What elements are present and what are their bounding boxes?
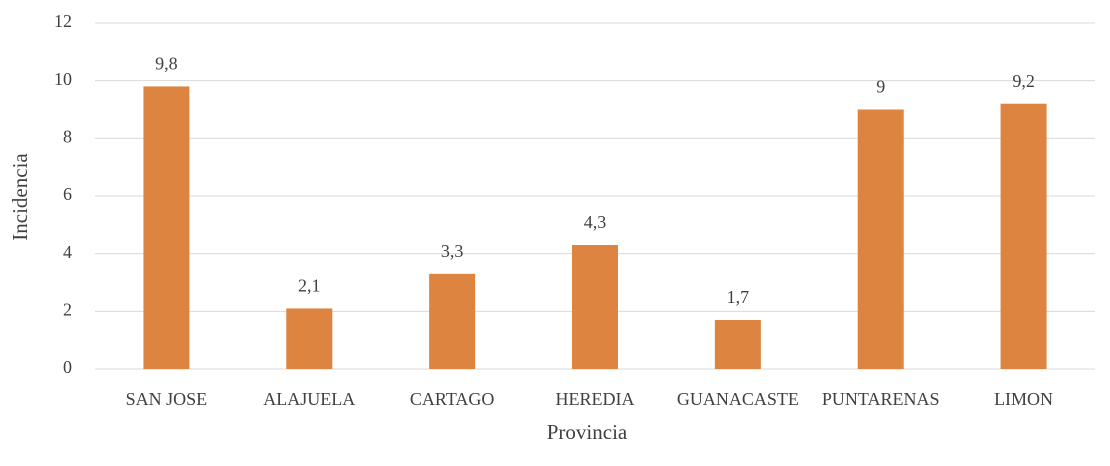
data-label: 2,1: [298, 276, 321, 296]
x-tick-label: GUANACASTE: [677, 389, 799, 409]
x-tick-label: ALAJUELA: [263, 389, 355, 409]
bar: [1000, 103, 1047, 369]
y-tick-label: 8: [63, 126, 72, 146]
y-axis-label: Incidencia: [8, 153, 32, 241]
data-label: 4,3: [584, 212, 607, 232]
y-tick-label: 10: [54, 69, 72, 89]
y-tick-label: 2: [63, 299, 72, 319]
data-label: 9: [876, 77, 885, 97]
bar: [572, 245, 618, 369]
bar: [143, 86, 190, 369]
x-tick-label: HEREDIA: [556, 389, 635, 409]
x-tick-label: PUNTARENAS: [822, 389, 940, 409]
y-tick-label: 12: [54, 11, 72, 31]
x-tick-label: LIMON: [994, 389, 1053, 409]
data-label: 3,3: [441, 241, 464, 261]
y-tick-label: 6: [63, 184, 72, 204]
x-axis-label: Provincia: [547, 420, 628, 444]
data-label: 9,8: [155, 54, 178, 74]
x-tick-label: CARTAGO: [410, 389, 494, 409]
bar: [857, 109, 904, 369]
bar: [286, 308, 333, 369]
y-tick-label: 4: [63, 242, 72, 262]
y-tick-label: 0: [63, 357, 72, 377]
data-label: 1,7: [727, 287, 750, 307]
x-tick-label: SAN JOSE: [126, 389, 208, 409]
data-label: 9,2: [1012, 71, 1035, 91]
bar: [714, 319, 761, 369]
bar: [429, 273, 476, 369]
